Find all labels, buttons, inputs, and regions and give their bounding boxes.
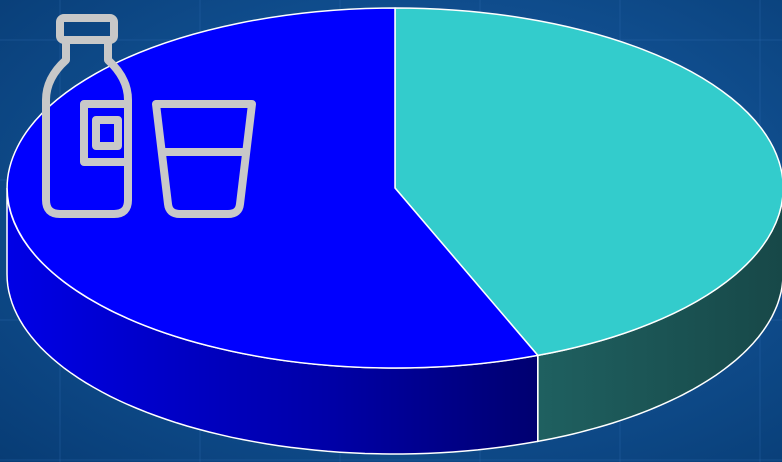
pie-slices: [6, 7, 782, 455]
pie-slice-1: [394, 7, 782, 357]
pie-slice-2: [6, 7, 539, 369]
